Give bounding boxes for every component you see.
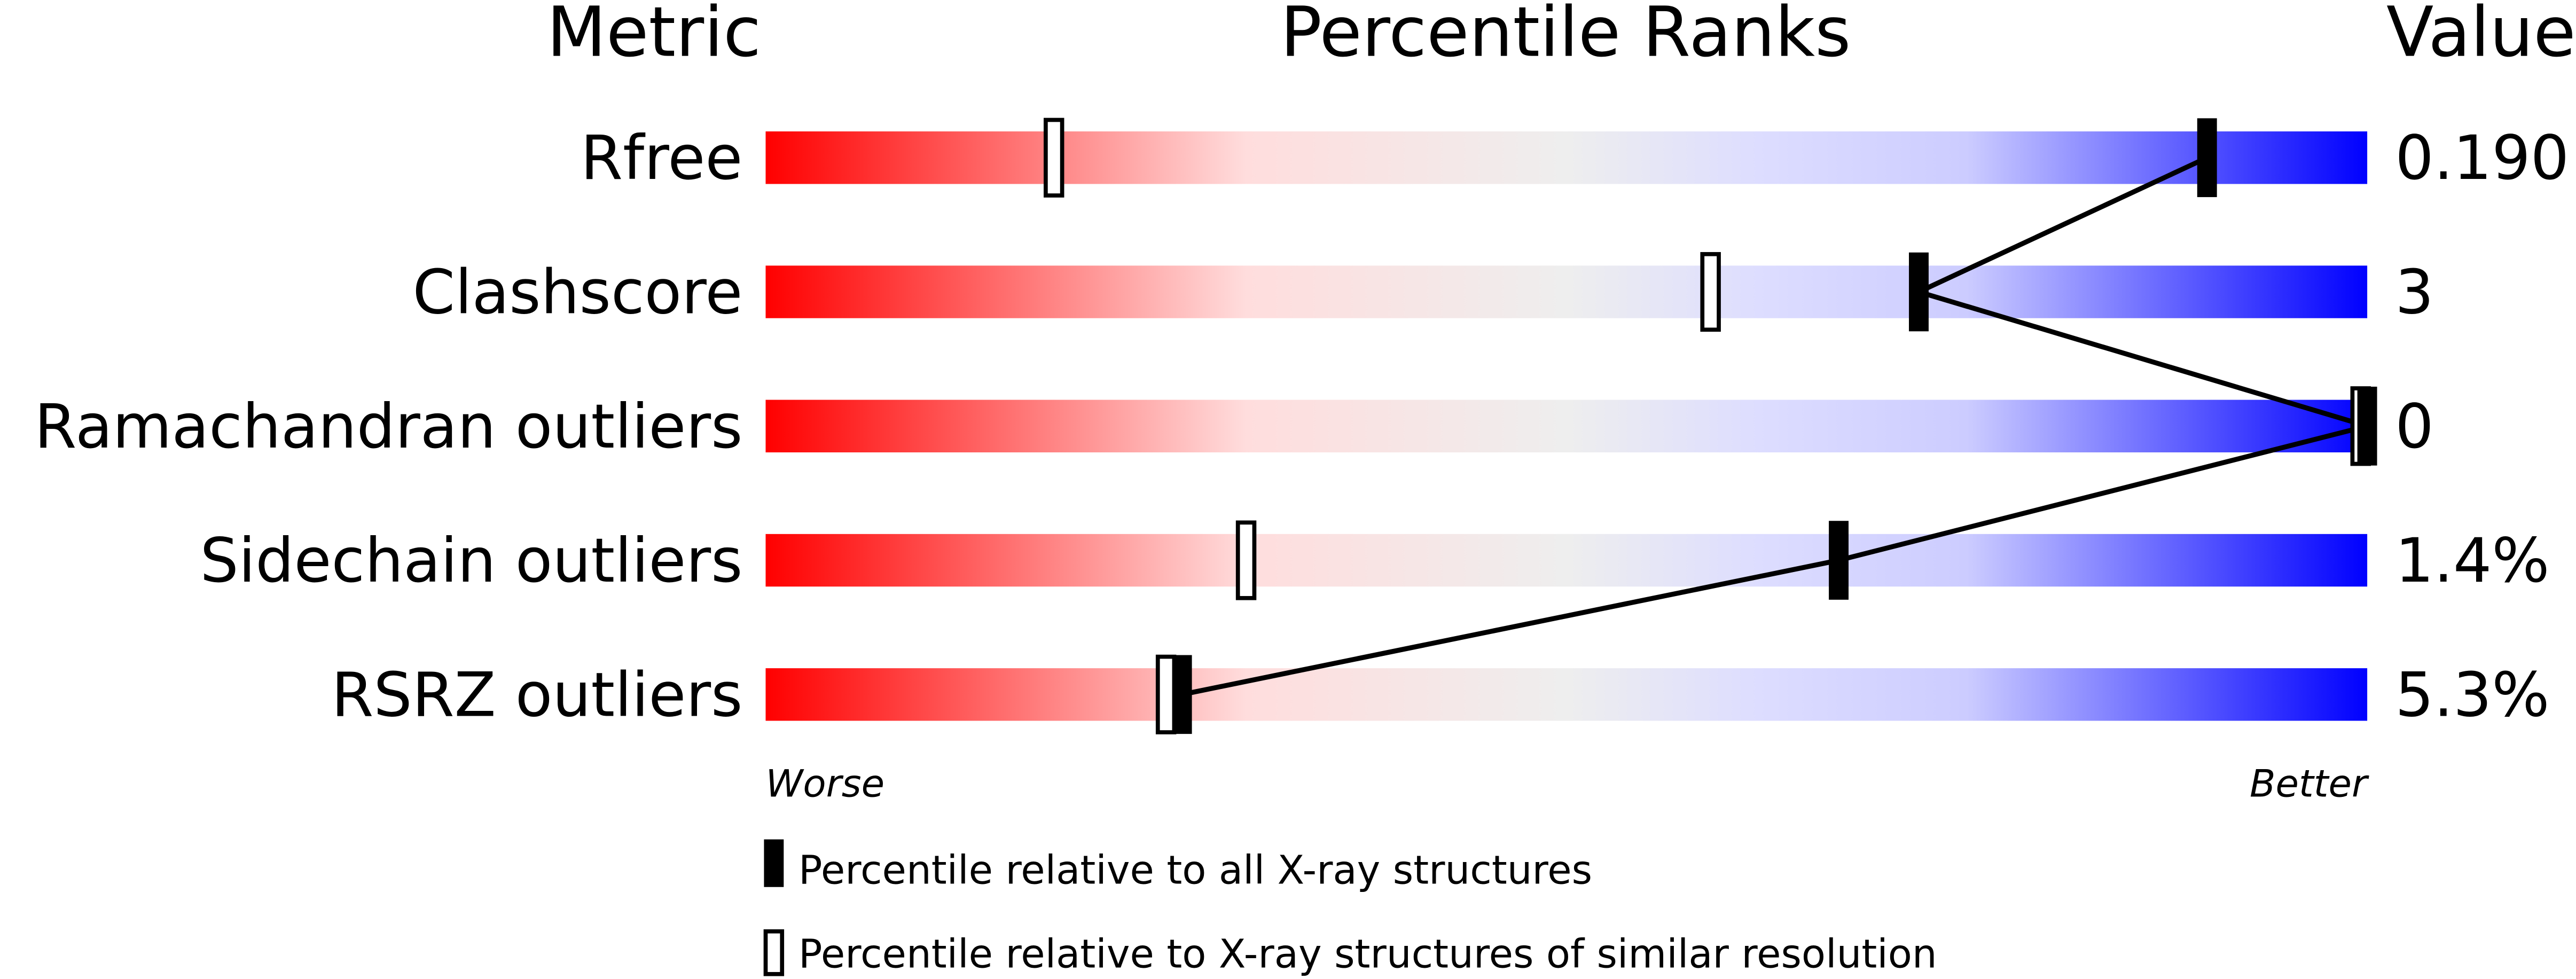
metric-label: Clashscore [413, 256, 743, 327]
metric-value: 0 [2395, 391, 2433, 462]
all-structures-marker [2357, 386, 2377, 466]
metric-label: Sidechain outliers [200, 525, 742, 596]
all-structures-marker [2197, 118, 2217, 198]
all-structures-marker [1909, 252, 1929, 332]
percentile-bar [765, 131, 2368, 184]
percentile-bar [765, 534, 2368, 587]
metric-value: 3 [2395, 256, 2433, 327]
similar-resolution-marker [1155, 654, 1177, 734]
percentile-bar [765, 668, 2368, 721]
metric-label: Rfree [581, 122, 742, 193]
legend-open-marker-icon [763, 929, 785, 976]
percentile-bar [765, 400, 2368, 452]
axis-worse-label: Worse [765, 762, 884, 806]
similar-resolution-marker [1044, 118, 1064, 198]
all-structures-marker [1172, 655, 1192, 734]
header-percentile-ranks: Percentile Ranks [1280, 0, 1851, 73]
axis-better-label: Better [2250, 762, 2369, 806]
legend-similar-label: Percentile relative to X-ray structures … [798, 931, 1937, 977]
metric-value: 0.190 [2395, 122, 2569, 193]
percentile-bar [765, 265, 2368, 318]
legend-filled-marker-icon [764, 839, 784, 887]
header-value: Value [2386, 0, 2576, 73]
metric-value: 5.3% [2395, 659, 2549, 730]
metric-label: Ramachandran outliers [34, 391, 742, 462]
metric-value: 1.4% [2395, 525, 2549, 596]
header-metric: Metric [547, 0, 762, 73]
all-structures-marker [1829, 521, 1849, 600]
similar-resolution-marker [1235, 520, 1257, 600]
similar-resolution-marker [1700, 252, 1721, 332]
metric-label: RSRZ outliers [331, 659, 742, 730]
legend-all-label: Percentile relative to all X-ray structu… [798, 848, 1592, 894]
